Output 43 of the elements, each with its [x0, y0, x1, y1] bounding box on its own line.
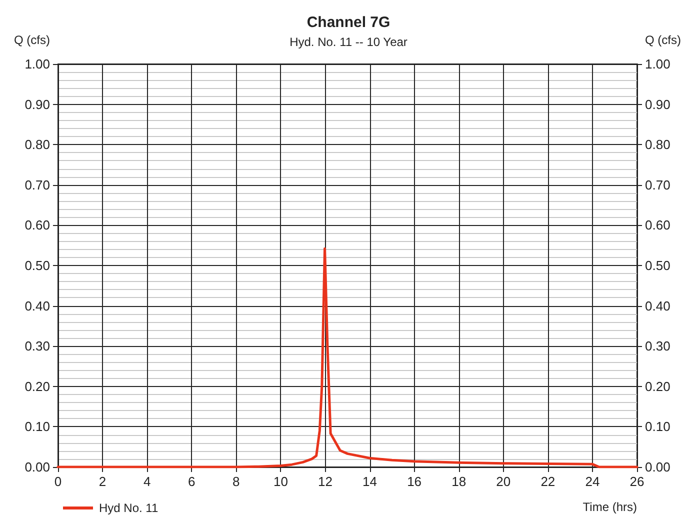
x-tick-label: 10: [273, 474, 288, 489]
y-tick-label: 0.00: [24, 460, 50, 474]
x-tick-label: 20: [496, 474, 511, 489]
chart-subtitle: Hyd. No. 11 -- 10 Year: [290, 35, 408, 49]
y2-tick-label: 0.00: [645, 460, 670, 474]
y2-tick-label: 0.60: [645, 218, 670, 233]
y-tick-label: 0.30: [24, 338, 50, 354]
x-axis-title: Time (hrs): [582, 500, 637, 514]
y2-tick-label: 0.50: [645, 258, 670, 273]
x-tick-label: 16: [407, 474, 422, 489]
line-series: [56, 247, 638, 468]
y-tick-label: 0.50: [24, 258, 50, 273]
y2-axis-title: Q (cfs): [645, 33, 681, 47]
y-axis-title: Q (cfs): [14, 33, 50, 47]
x-tick-label: 12: [318, 474, 332, 489]
y2-tick-label: 0.40: [645, 298, 670, 314]
x-tick-label: 0: [54, 474, 62, 489]
y2-tick-label: 0.70: [645, 177, 670, 192]
legend-label: Hyd No. 11: [99, 501, 158, 515]
y-tick-label: 0.10: [24, 419, 50, 434]
y-tick-label: 0.80: [24, 137, 50, 152]
y2-tick-label: 0.80: [645, 137, 670, 152]
y2-tick-label: 0.30: [645, 338, 670, 354]
x-tick-label: 4: [143, 474, 151, 489]
y-tick-label: 0.60: [24, 218, 50, 233]
x-tick-label: 14: [362, 474, 378, 489]
chart-title: Channel 7G: [306, 14, 390, 31]
x-tick-label: 24: [585, 474, 600, 489]
y-tick-label: 0.40: [24, 298, 50, 314]
x-tick-label: 26: [630, 474, 644, 489]
y2-tick-label: 0.20: [645, 378, 670, 394]
y2-tick-label: 1.00: [645, 56, 670, 72]
x-tick-label: 18: [452, 474, 466, 489]
y2-tick-label: 0.90: [645, 96, 670, 112]
x-tick-label: 2: [98, 474, 106, 489]
x-tick-label: 6: [188, 474, 196, 489]
y2-tick-label: 0.10: [645, 419, 670, 434]
y-tick-label: 0.70: [24, 177, 50, 192]
x-tick-label: 8: [232, 474, 240, 489]
y-tick-label: 1.00: [24, 56, 50, 72]
x-tick-label: 22: [540, 474, 556, 489]
y-tick-label: 0.90: [24, 96, 50, 112]
y-tick-label: 0.20: [24, 378, 50, 394]
